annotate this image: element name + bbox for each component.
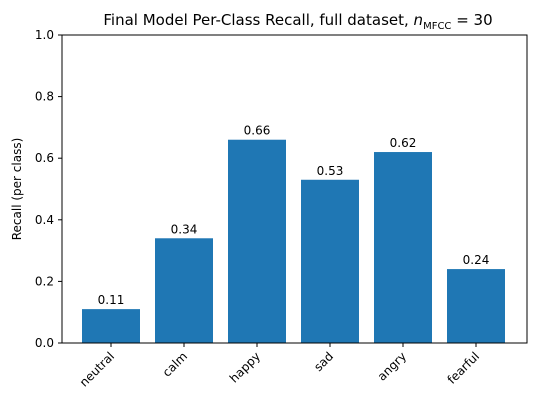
x-tick-label-sad: sad [311,349,336,374]
x-tick-label-happy: happy [227,349,263,385]
bar-value-label-fearful: 0.24 [463,253,490,267]
bar-calm [155,238,213,343]
bar-value-label-happy: 0.66 [244,124,271,138]
y-tick-label-1: 0.2 [35,274,54,288]
bar-value-label-calm: 0.34 [171,222,198,236]
bar-value-label-angry: 0.62 [390,136,417,150]
x-tick-label-neutral: neutral [77,349,117,389]
plot-area-frame [61,34,528,344]
chart-title: Final Model Per-Class Recall, full datas… [103,11,492,32]
bar-fearful [447,269,505,343]
bars-group [82,139,505,343]
y-tick-label-3: 0.6 [35,151,54,165]
x-tick-label-angry: angry [375,349,409,383]
y-axis-ticks: 0.0 0.2 0.4 0.6 0.8 1.0 [35,28,62,350]
y-tick-label-0: 0.0 [35,336,54,350]
bar-happy [228,139,286,343]
y-axis-label: Recall (per class) [10,138,24,241]
y-tick-label-2: 0.4 [35,213,54,227]
x-tick-label-calm: calm [160,349,190,379]
bar-sad [301,179,359,343]
bar-value-label-neutral: 0.11 [98,293,125,307]
x-tick-label-fearful: fearful [445,349,483,387]
y-tick-label-4: 0.8 [35,90,54,104]
y-tick-label-5: 1.0 [35,28,54,42]
bar-value-label-sad: 0.53 [317,164,344,178]
bar-neutral [82,309,140,343]
bar-labels-group: 0.11 0.34 0.66 0.53 0.62 0.24 [98,124,490,307]
bar-angry [374,152,432,343]
x-axis-ticks: neutral calm happy sad angry fearful [77,343,482,389]
